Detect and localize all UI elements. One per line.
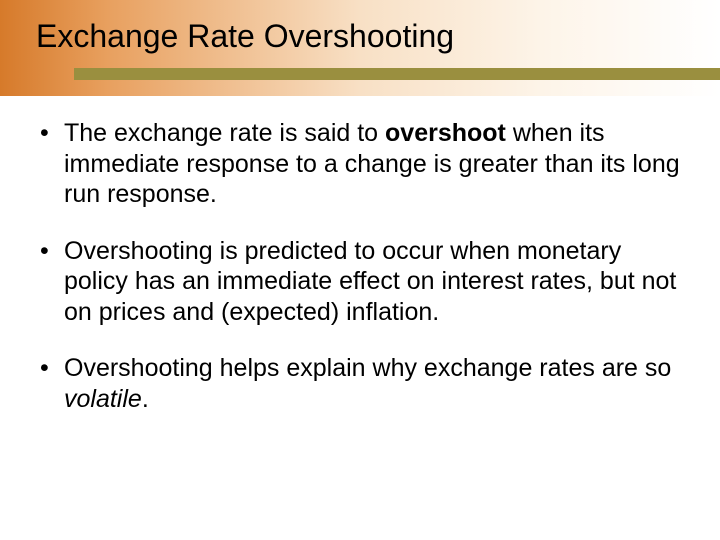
text-pre: Overshooting is predicted to occur when … — [64, 237, 676, 326]
bullet-list: • The exchange rate is said to overshoot… — [36, 118, 684, 440]
text-bold: overshoot — [385, 119, 506, 147]
bullet-item: • The exchange rate is said to overshoot… — [36, 118, 684, 210]
bullet-item: • Overshooting helps explain why exchang… — [36, 353, 684, 414]
bullet-text: Overshooting is predicted to occur when … — [64, 236, 684, 328]
text-italic: volatile — [64, 385, 142, 413]
bullet-text: Overshooting helps explain why exchange … — [64, 353, 684, 414]
accent-bar — [74, 68, 720, 80]
bullet-marker: • — [36, 118, 64, 210]
bullet-marker: • — [36, 353, 64, 414]
slide-title: Exchange Rate Overshooting — [36, 18, 454, 55]
text-pre: Overshooting helps explain why exchange … — [64, 354, 671, 382]
bullet-marker: • — [36, 236, 64, 328]
text-pre: The exchange rate is said to — [64, 119, 385, 147]
bullet-text: The exchange rate is said to overshoot w… — [64, 118, 684, 210]
bullet-item: • Overshooting is predicted to occur whe… — [36, 236, 684, 328]
text-post: . — [142, 385, 149, 413]
